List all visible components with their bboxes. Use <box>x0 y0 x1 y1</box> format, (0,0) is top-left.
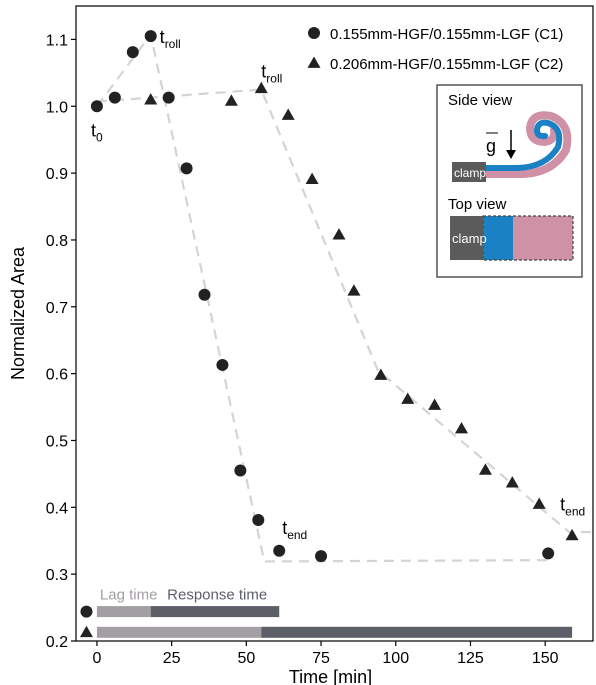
data-markers <box>90 30 579 563</box>
x-tick-label: 100 <box>382 650 409 667</box>
y-tick-label: 0.8 <box>46 233 68 250</box>
data-point-c2 <box>478 463 492 475</box>
x-tick-label: 0 <box>92 650 101 667</box>
data-point-c1 <box>108 91 121 104</box>
axes: 0 25 50 75 100 125 150 0.2 0.3 0.4 0.5 0.6 0.7 0.8 0.9… <box>8 5 594 685</box>
data-point-c2 <box>254 81 268 94</box>
x-tick-label: 25 <box>163 650 181 667</box>
data-point-c1 <box>542 547 555 560</box>
y-tick-label: 0.6 <box>46 367 68 384</box>
legend-marker-c2 <box>307 56 321 68</box>
data-point-c1 <box>198 288 211 301</box>
x-tick-label: 125 <box>457 650 484 667</box>
annotation-t-end: tend <box>282 518 307 542</box>
y-tick-label: 0.4 <box>46 500 68 517</box>
y-tick-label: 1.1 <box>46 32 68 49</box>
annotations: t0 troll troll tend tend <box>91 27 585 542</box>
lag-time-bar-c2 <box>96 626 262 638</box>
lag-time-label: Lag time <box>100 587 158 604</box>
x-tick-label: 150 <box>532 650 559 667</box>
data-point-c1 <box>180 162 193 175</box>
y-tick-label: 0.5 <box>46 433 68 450</box>
x-axis-label: Time [min] <box>289 667 372 685</box>
top-clamp-label: clamp <box>452 231 487 246</box>
response-time-label: Response time <box>167 587 267 604</box>
y-tick-label: 0.7 <box>46 300 68 317</box>
data-point-c2 <box>281 108 295 120</box>
data-point-c2 <box>305 172 319 184</box>
top-blue-region <box>483 216 513 260</box>
response-time-bar-c2 <box>261 626 573 638</box>
data-point-c2 <box>144 93 158 105</box>
legend-marker-c1 <box>308 27 320 39</box>
data-point-c2 <box>224 94 238 106</box>
timeline: Lag time Response time <box>79 587 573 638</box>
response-time-bar-c1 <box>150 606 280 618</box>
annotation-t-end: tend <box>560 495 585 519</box>
data-point-c1 <box>90 100 103 113</box>
data-point-c2 <box>332 228 346 240</box>
side-view-label: Side view <box>448 92 512 109</box>
data-point-c2 <box>505 476 519 488</box>
y-tick-label: 0.9 <box>46 166 68 183</box>
data-point-c1 <box>144 30 157 43</box>
rolled-strip-pink <box>480 111 572 178</box>
gravity-arrow-icon <box>506 150 516 159</box>
gravity-label: g <box>486 136 496 156</box>
y-tick-label: 0.3 <box>46 567 68 584</box>
side-clamp-label: clamp <box>454 166 486 180</box>
data-point-c1 <box>126 46 139 59</box>
y-axis-label: Normalized Area <box>8 246 28 380</box>
annotation-t-0: t0 <box>91 120 103 144</box>
data-point-c2 <box>374 368 388 380</box>
data-point-c2 <box>401 392 415 404</box>
annotation-t-roll: troll <box>160 27 181 51</box>
data-point-c2 <box>347 284 361 296</box>
legend-label-c1: 0.155mm-HGF/0.155mm-LGF (C1) <box>330 26 563 43</box>
plot-frame <box>75 5 594 642</box>
top-clamp <box>450 216 483 260</box>
x-tick-label: 75 <box>312 650 330 667</box>
legend-label-c2: 0.206mm-HGF/0.155mm-LGF (C2) <box>330 56 563 73</box>
data-point-c2 <box>532 497 546 509</box>
timeline-marker-c1 <box>80 605 93 618</box>
top-view-label: Top view <box>448 196 507 213</box>
timeline-marker-c2 <box>79 625 93 638</box>
y-tick-label: 0.2 <box>46 634 68 651</box>
x-tick-label: 50 <box>237 650 255 667</box>
data-point-c1 <box>252 514 265 527</box>
legend: 0.155mm-HGF/0.155mm-LGF (C1) 0.206mm-HGF/… <box>307 26 563 73</box>
data-point-c2 <box>565 528 579 541</box>
data-point-c2 <box>455 421 469 434</box>
side-clamp <box>452 162 486 182</box>
data-point-c1 <box>216 358 229 371</box>
annotation-t-roll: troll <box>261 62 282 86</box>
data-point-c2 <box>428 398 442 410</box>
lag-time-bar-c1 <box>96 606 151 618</box>
rolled-strip-blue <box>481 119 563 171</box>
data-point-c1 <box>162 91 175 104</box>
top-pink-region <box>513 216 573 260</box>
fit-line-c2 <box>96 88 593 534</box>
y-tick-label: 1.0 <box>46 99 68 116</box>
data-point-c1 <box>273 544 286 557</box>
data-point-c1 <box>315 550 328 563</box>
data-point-c1 <box>234 464 247 477</box>
